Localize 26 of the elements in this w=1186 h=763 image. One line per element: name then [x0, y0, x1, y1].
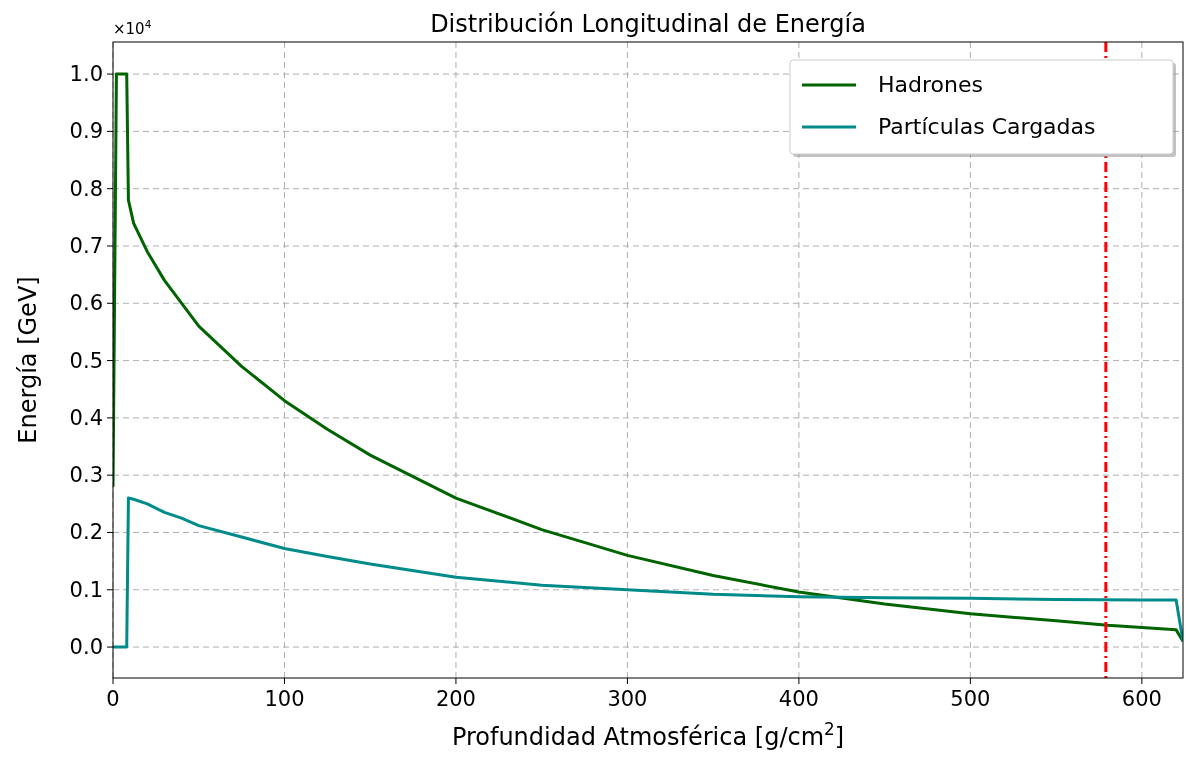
x-tick-label: 100 [264, 687, 305, 711]
y-tick-label: 0.0 [69, 635, 103, 660]
x-tick-label: 500 [950, 687, 991, 711]
y-tick-label: 1.0 [69, 62, 103, 87]
y-tick-label: 0.2 [69, 520, 103, 545]
line-series [113, 496, 1183, 649]
legend-label: Hadrones [878, 72, 983, 97]
y-tick-label: 0.8 [69, 176, 103, 201]
y-tick-label: 0.1 [69, 577, 103, 602]
chart-title: Distribución Longitudinal de Energía [430, 10, 866, 38]
y-tick-label: 0.4 [69, 405, 103, 430]
x-tick-label: 200 [435, 687, 476, 711]
y-tick-label: 0.9 [69, 119, 103, 144]
x-tick-label: 300 [607, 687, 648, 711]
x-axis-title: Profundidad Atmosférica [g/cm$^{2}$] [451, 719, 845, 751]
y-tick-label: 0.5 [69, 348, 103, 373]
line-series [113, 72, 1183, 643]
legend-label: Partículas Cargadas [878, 114, 1096, 139]
x-tick-label: 600 [1121, 687, 1162, 711]
y-tick-label: 0.3 [69, 463, 103, 488]
y-tick-label: 0.7 [69, 233, 103, 258]
x-tick-label: 400 [778, 687, 819, 711]
x-tick-label: 0 [106, 687, 120, 711]
text: ×10$^{4}$ [113, 18, 152, 38]
y-axis-title: Energía [GeV] [14, 276, 42, 444]
y-tick-label: 0.6 [69, 291, 103, 316]
